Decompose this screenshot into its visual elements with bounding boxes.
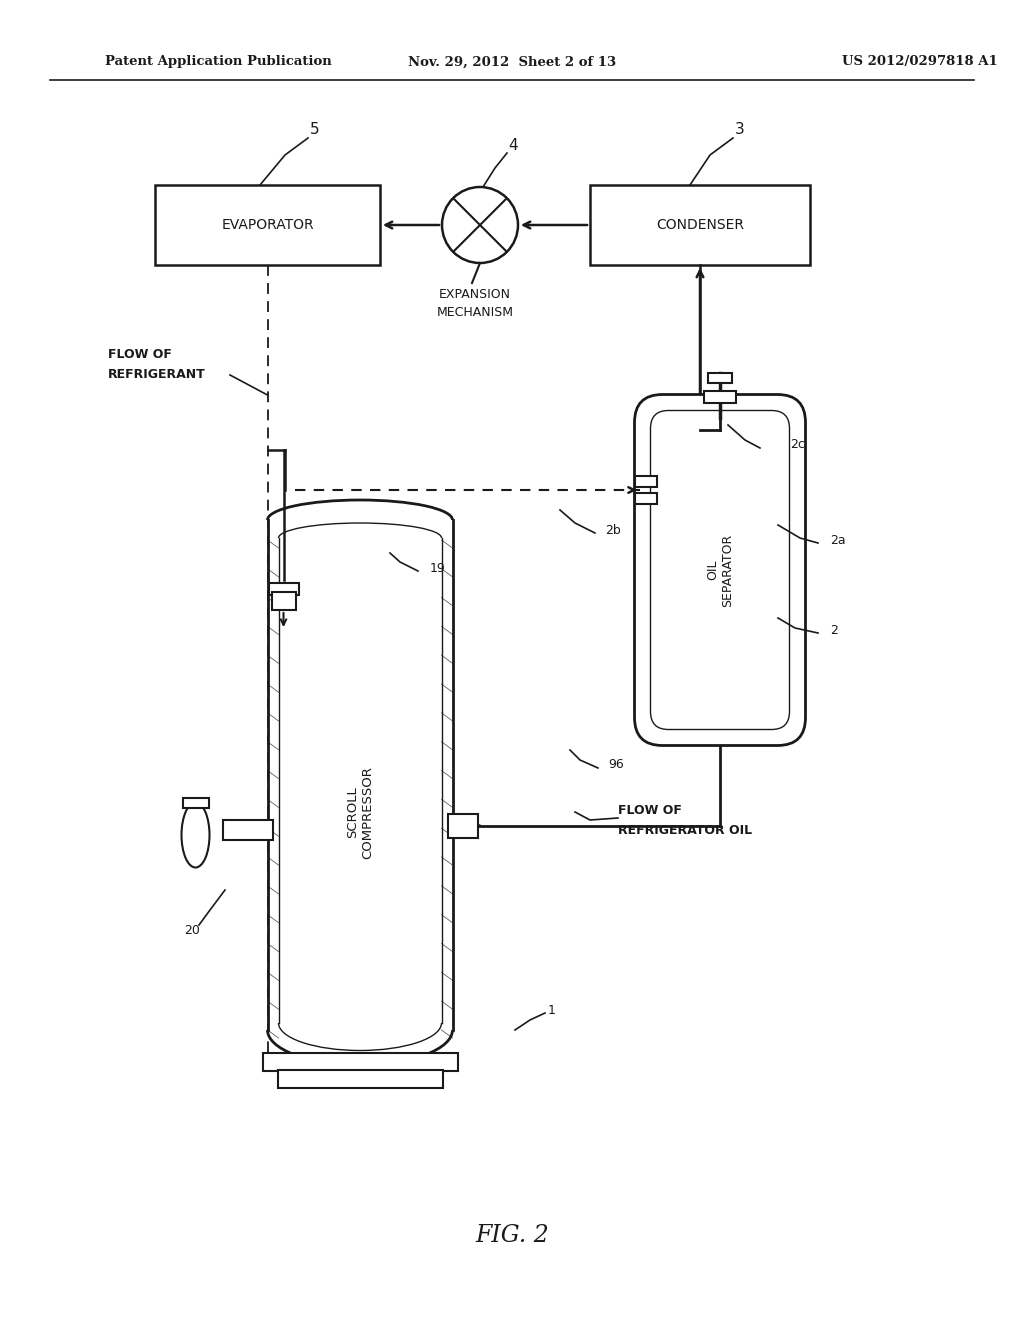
FancyBboxPatch shape [650, 411, 790, 730]
Ellipse shape [181, 803, 210, 867]
Bar [278, 1071, 442, 1088]
Bar [271, 591, 296, 610]
Bar [705, 391, 736, 403]
Text: MECHANISM: MECHANISM [436, 306, 513, 319]
Text: 5: 5 [310, 123, 319, 137]
Bar [708, 372, 732, 383]
Bar [635, 492, 656, 504]
Text: 3: 3 [735, 123, 744, 137]
Text: 19: 19 [430, 561, 445, 574]
Text: EVAPORATOR: EVAPORATOR [221, 218, 313, 232]
Text: Nov. 29, 2012  Sheet 2 of 13: Nov. 29, 2012 Sheet 2 of 13 [408, 55, 616, 69]
Text: 2c: 2c [790, 438, 805, 451]
Text: REFRIGERATOR OIL: REFRIGERATOR OIL [618, 824, 752, 837]
Bar [447, 813, 477, 837]
Text: 2a: 2a [830, 533, 846, 546]
Bar [222, 820, 272, 840]
Text: FLOW OF: FLOW OF [618, 804, 682, 817]
Bar [262, 1053, 458, 1071]
Text: FIG. 2: FIG. 2 [475, 1224, 549, 1246]
Text: FLOW OF: FLOW OF [108, 348, 172, 362]
Text: EXPANSION: EXPANSION [439, 289, 511, 301]
Text: Patent Application Publication: Patent Application Publication [105, 55, 332, 69]
Text: 20: 20 [184, 924, 200, 936]
Text: REFRIGERANT: REFRIGERANT [108, 368, 206, 381]
Text: SCROLL
COMPRESSOR: SCROLL COMPRESSOR [346, 766, 374, 859]
FancyBboxPatch shape [635, 395, 806, 746]
Text: 4: 4 [508, 137, 518, 153]
Text: OIL
SEPARATOR: OIL SEPARATOR [706, 533, 734, 607]
Text: 2: 2 [830, 623, 838, 636]
Bar [635, 477, 656, 487]
Bar [155, 185, 380, 265]
Bar [268, 583, 299, 595]
Text: 96: 96 [608, 759, 624, 771]
Text: 2b: 2b [605, 524, 621, 536]
Text: US 2012/0297818 A1: US 2012/0297818 A1 [842, 55, 997, 69]
Bar [590, 185, 810, 265]
Text: CONDENSER: CONDENSER [656, 218, 744, 232]
Bar [182, 799, 209, 808]
Text: 1: 1 [548, 1003, 556, 1016]
